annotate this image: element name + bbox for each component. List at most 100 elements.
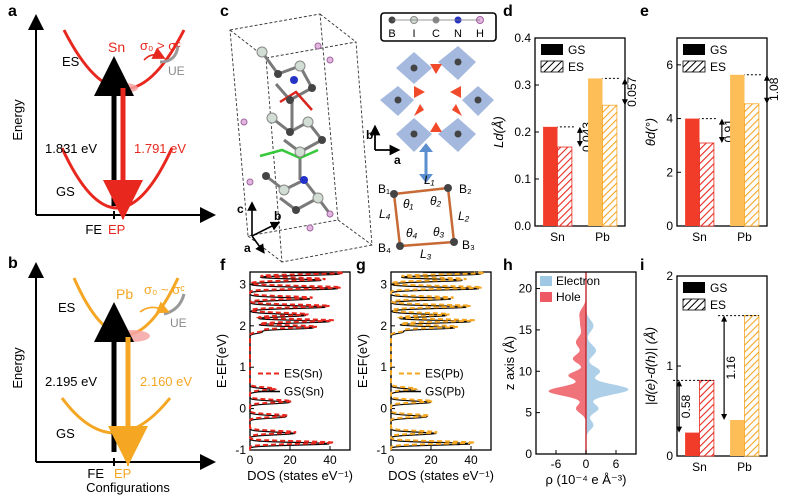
ue-label: UE [170, 316, 187, 330]
y-axis-label: Ld(Å) [491, 116, 506, 148]
energy-axis-label: Energy [10, 347, 25, 389]
panel-a: a Energy ES GS Sn σ₀ > σᶜ UE 1.831 eV 1.… [8, 3, 216, 237]
x-category-label: Sn [692, 460, 707, 474]
gs-label: GS [56, 426, 75, 441]
sigma-arrow [139, 301, 170, 314]
x-tick-label: 40 [464, 453, 478, 467]
y-tick-label: 2 [380, 319, 387, 333]
panel-letter-b: b [8, 255, 18, 272]
y-axis-label: |d(e)-d(h)| (Å) [643, 327, 658, 405]
legend-es-label: ES(Pb) [425, 366, 464, 380]
y-tick-label: 0 [666, 219, 673, 233]
bar-gs [685, 432, 700, 456]
panel-letter-c: c [220, 3, 229, 20]
y-tick-label: 0.1 [514, 172, 531, 186]
corner-b1: B₁ [378, 182, 390, 196]
angle-theta3: θ₃ [433, 225, 445, 239]
axis-c-label: c [237, 202, 244, 216]
y-tick-label: 0.2 [514, 125, 531, 139]
y-axis-label: E-EF(eV) [355, 334, 370, 388]
angle-theta4: θ₄ [406, 226, 418, 240]
x-tick-label: 0 [247, 453, 254, 467]
bar-gs [543, 126, 558, 226]
bar-gs [730, 420, 745, 456]
legend-gs-swatch [683, 44, 705, 55]
ue-curve [159, 45, 180, 64]
y-tick-label: -1 [376, 443, 387, 457]
axis-b-label: b [274, 209, 281, 223]
panel-letter-f: f [220, 257, 226, 274]
y-tick-label: 5 [525, 406, 532, 420]
panel-h: h 0 5 10 15 20 -6 0 6 Electron Hole z axis (Å) ρ (1… [502, 257, 637, 487]
x-tick-label: 0 [388, 453, 395, 467]
length-l1: L₁ [424, 173, 435, 187]
y-tick-label: 0.4 [514, 31, 531, 45]
metal-label-sn: Sn [108, 39, 125, 55]
bar-es [557, 146, 573, 227]
energy-axis-label: Energy [10, 99, 25, 141]
electron-density-area [586, 272, 629, 454]
inset-axis-b-label: b [366, 128, 373, 142]
y-tick-label: 2 [239, 319, 246, 333]
ue-label: UE [168, 64, 185, 78]
bar-gs [730, 74, 745, 227]
bar-es [602, 104, 618, 227]
y-tick-label: 3 [239, 277, 246, 291]
b2-atom [444, 184, 452, 192]
y-tick-label: 0.3 [514, 78, 531, 92]
axis-a-arrow [251, 235, 265, 254]
ep-label: EP [114, 466, 131, 481]
x-category-label: Pb [737, 230, 752, 244]
corner-b2: B₂ [459, 182, 472, 196]
y-tick-label: 1 [380, 360, 387, 374]
bar-gs [685, 118, 700, 226]
y-tick-label: 6 [666, 58, 673, 72]
y-tick-label: 1 [666, 359, 673, 373]
absorption-energy: 1.831 eV [45, 141, 97, 156]
y-tick-label: 0 [380, 402, 387, 416]
legend-hole-swatch [540, 292, 552, 302]
b4-atom [396, 242, 404, 250]
es-dos-line [249, 271, 345, 450]
legend-gs-label: GS(Pb) [425, 384, 465, 398]
legend-gs-swatch [683, 282, 705, 293]
x-category-label: Pb [737, 460, 752, 474]
chart-i: 0 1 2 Sn 0.58 Pb 1.16 GS ES |d(e)-d(h)| (Å) [643, 269, 768, 474]
octahedra-layer [380, 46, 494, 152]
diff-arrow-heads [576, 126, 583, 148]
y-tick-label: 15 [519, 323, 533, 337]
angle-theta2: θ₂ [430, 194, 442, 208]
legend-gs-label: GS [710, 43, 727, 57]
inset-axis-a-label: a [394, 153, 401, 167]
bar-es [744, 315, 760, 457]
x-category-label: Pb [595, 230, 610, 244]
legend-b-label: B [388, 28, 395, 40]
panel-b: b Energy ES GS Pb σ₀ ~ σᶜ UE 2.195 eV 2.… [8, 255, 216, 495]
x-tick-label: 40 [323, 453, 337, 467]
emission-energy: 2.160 eV [140, 374, 192, 389]
hole-density-area [548, 272, 586, 454]
corner-b3: B₃ [462, 238, 475, 252]
legend-electron-label: Electron [556, 274, 600, 288]
x-axis-label: DOS (states eV⁻¹) [388, 468, 494, 483]
diff-arrow-heads [621, 78, 628, 106]
legend-electron-swatch [540, 276, 552, 286]
y-tick-label: 0 [666, 449, 673, 463]
legend-n-label: N [454, 28, 462, 40]
gs-label: GS [56, 184, 75, 199]
gs-dos-line [390, 271, 481, 450]
y-tick-label: 3 [380, 277, 387, 291]
b1-atom [390, 190, 398, 198]
x-axis-label: DOS (states eV⁻¹) [247, 468, 353, 483]
legend-hole-label: Hole [556, 290, 581, 304]
metal-iodide-bond-green [259, 148, 319, 160]
legend-es-label: ES [568, 60, 584, 74]
y-tick-label: 0 [525, 447, 532, 461]
y-tick-label: 10 [519, 364, 533, 378]
